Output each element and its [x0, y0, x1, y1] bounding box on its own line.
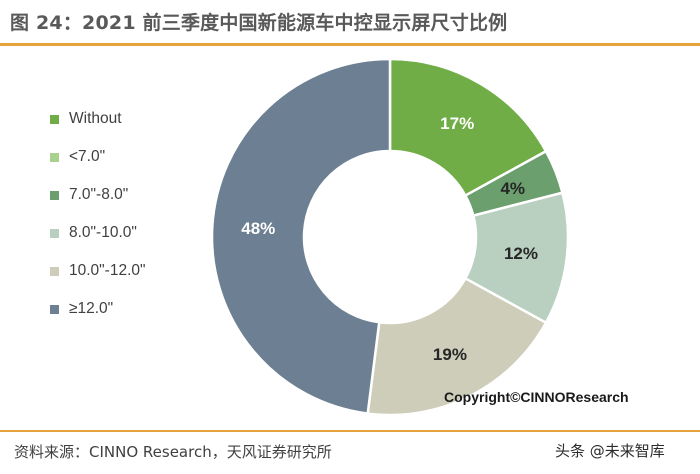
data-label-12-0: 48% [241, 219, 275, 238]
legend-swatch [50, 266, 59, 276]
legend-swatch [50, 114, 59, 124]
legend-swatch [50, 190, 59, 200]
data-label-7-0-8-0: 4% [500, 179, 525, 198]
legend-item-8-10: 8.0"-10.0" [50, 214, 146, 252]
labels-group: 17% 4% 12% 19% 48% [241, 114, 538, 364]
watermark: 头条 @未来智库 [555, 442, 665, 460]
title-divider [0, 43, 700, 46]
legend-label: 7.0"-8.0" [69, 186, 129, 203]
legend-swatch [50, 152, 59, 162]
legend-item-7-8: 7.0"-8.0" [50, 176, 146, 214]
slice-10-0-12-0 [366, 276, 548, 417]
legend-item-under-7: <7.0" [50, 138, 146, 176]
legend-swatch [50, 228, 59, 238]
footer-divider [0, 430, 700, 432]
legend-swatch [50, 304, 59, 314]
legend-label: Without [69, 110, 122, 127]
slice-without [388, 57, 548, 198]
slice-12-0 [210, 57, 392, 415]
chart-title: 图 24：2021 前三季度中国新能源车中控显示屏尺寸比例 [10, 12, 508, 34]
slices-group [210, 57, 570, 417]
legend-label: 10.0"-12.0" [69, 262, 146, 279]
legend-label: 8.0"-10.0" [69, 224, 137, 241]
copyright-note: Copyright©CINNOResearch [444, 389, 629, 405]
legend-label: <7.0" [69, 148, 106, 165]
data-label-without: 17% [440, 114, 474, 133]
legend-item-over-12: ≥12.0" [50, 290, 146, 328]
legend-item-10-12: 10.0"-12.0" [50, 252, 146, 290]
source-note: 资料来源：CINNO Research，天风证券研究所 [14, 443, 332, 461]
legend-item-without: Without [50, 100, 146, 138]
data-label-10-0-12-0: 19% [433, 345, 467, 364]
data-label-8-0-10-0: 12% [504, 244, 538, 263]
legend-label: ≥12.0" [69, 300, 114, 317]
legend: Without <7.0" 7.0"-8.0" 8.0"-10.0" 10.0"… [50, 100, 146, 328]
